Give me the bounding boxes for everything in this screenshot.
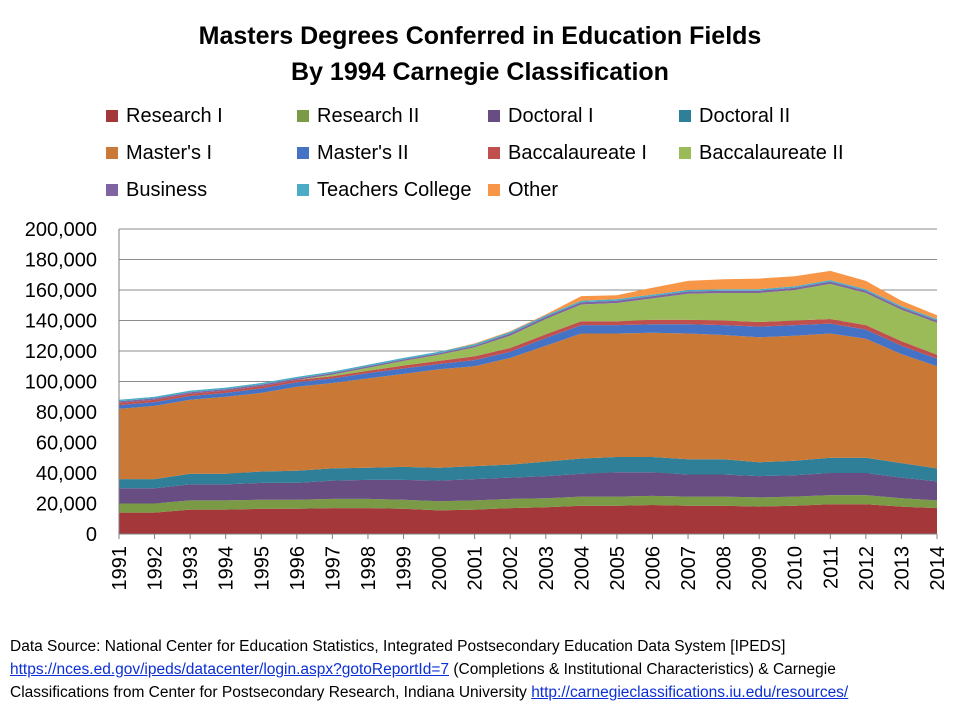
legend-swatch [679, 110, 691, 122]
y-tick-label: 100,000 [25, 372, 97, 394]
area-baccalaureate-ii [119, 283, 937, 403]
x-tick-label: 2013 [891, 546, 913, 591]
legend-swatch [488, 184, 500, 196]
source-line-2: https://nces.ed.gov/ipeds/datacenter/log… [10, 659, 955, 681]
source-line-3: Classifications from Center for Postseco… [10, 682, 955, 704]
axes: 0 20,000 40,000 60,000 80,000 100,000 120,000 1… [25, 219, 949, 591]
y-tick-label: 180,000 [25, 250, 97, 272]
area-master-s-i [119, 332, 937, 480]
legend-item-teachers-college: Teachers College [297, 178, 472, 202]
legend-swatch [297, 147, 309, 159]
x-tick-label: 2008 [714, 546, 736, 591]
x-tick-label: 1996 [287, 546, 309, 591]
x-tick-label: 2002 [500, 546, 522, 591]
x-tick-label: 2000 [429, 546, 451, 591]
area-research-ii [119, 495, 937, 513]
source-line-2-text: (Completions & Institutional Characteris… [449, 661, 836, 678]
legend-swatch [488, 147, 500, 159]
chart-title: Masters Degrees Conferred in Education F… [198, 22, 762, 50]
legend-item-baccalaureate-ii: Baccalaureate II [679, 141, 844, 165]
legend-item-other: Other [488, 178, 558, 202]
x-tick-label: 1993 [180, 546, 202, 591]
legend-swatch [679, 147, 691, 159]
area-research-i [119, 504, 937, 534]
y-tick-label: 200,000 [25, 219, 97, 241]
x-tick-label: 1992 [145, 546, 167, 591]
x-tick-label: 2012 [856, 546, 878, 591]
x-tick-label: 2004 [571, 546, 593, 591]
legend-label: Baccalaureate II [699, 141, 844, 164]
x-tick-label: 1991 [109, 546, 131, 591]
legend-label: Teachers College [317, 178, 472, 201]
legend-item-master-s-ii: Master's II [297, 141, 409, 165]
chart-subtitle: By 1994 Carnegie Classification [291, 58, 669, 86]
area-master-s-ii [119, 323, 937, 409]
x-tick-label: 2014 [927, 546, 949, 591]
legend-swatch [106, 110, 118, 122]
legend-item-baccalaureate-i: Baccalaureate I [488, 141, 647, 165]
area-doctoral-ii [119, 457, 937, 489]
y-tick-label: 20,000 [36, 494, 97, 516]
area-other [119, 270, 937, 400]
x-tick-label: 2001 [465, 546, 487, 591]
x-tick-label: 1994 [216, 546, 238, 591]
legend-item-research-i: Research I [106, 104, 223, 128]
source-link-nces[interactable]: https://nces.ed.gov/ipeds/datacenter/log… [10, 661, 450, 678]
x-tick-label: 2006 [642, 546, 664, 591]
legend-swatch [106, 147, 118, 159]
y-tick-label: 120,000 [25, 341, 97, 363]
legend-label: Research II [317, 104, 420, 127]
area-series [119, 270, 937, 534]
legend-swatch [297, 184, 309, 196]
y-tick-label: 0 [86, 524, 97, 546]
x-tick-label: 2005 [607, 546, 629, 591]
x-tick-label: 1995 [251, 546, 273, 591]
y-tick-label: 80,000 [36, 402, 97, 424]
legend-item-business: Business [106, 178, 207, 202]
legend-swatch [297, 110, 309, 122]
legend-item-doctoral-i: Doctoral I [488, 104, 594, 128]
legend-item-master-s-i: Master's I [106, 141, 212, 165]
x-tick-label: 1997 [322, 546, 344, 591]
x-tick-label: 1998 [358, 546, 380, 591]
x-tick-label: 2010 [785, 546, 807, 591]
x-tick-label: 2009 [749, 546, 771, 591]
source-line-3-text: Classifications from Center for Postseco… [10, 684, 532, 701]
x-tick-label: 1999 [394, 546, 416, 591]
area-doctoral-i [119, 472, 937, 504]
legend-swatch [106, 184, 118, 196]
legend-label: Research I [126, 104, 223, 127]
source-link-carnegie[interactable]: http://carnegieclassifications.iu.edu/re… [531, 684, 849, 701]
legend-label: Doctoral I [508, 104, 594, 127]
x-tick-label: 2011 [820, 546, 842, 589]
y-tick-label: 60,000 [36, 433, 97, 455]
source-line-1: Data Source: National Center for Educati… [10, 638, 786, 655]
y-tick-label: 40,000 [36, 463, 97, 485]
legend-label: Master's II [317, 141, 409, 164]
legend-label: Master's I [126, 141, 213, 164]
legend-label: Doctoral II [699, 104, 791, 127]
legend-item-doctoral-ii: Doctoral II [679, 104, 790, 128]
legend-label: Baccalaureate I [508, 141, 647, 164]
legend-swatch [488, 110, 500, 122]
area-baccalaureate-i [119, 319, 937, 406]
x-tick-label: 2003 [536, 546, 558, 591]
y-tick-label: 140,000 [25, 311, 97, 333]
legend-item-research-ii: Research II [297, 104, 419, 128]
y-tick-label: 160,000 [25, 280, 97, 302]
legend-label: Other [508, 178, 559, 201]
legend-label: Business [126, 178, 208, 201]
x-tick-label: 2007 [678, 546, 700, 591]
